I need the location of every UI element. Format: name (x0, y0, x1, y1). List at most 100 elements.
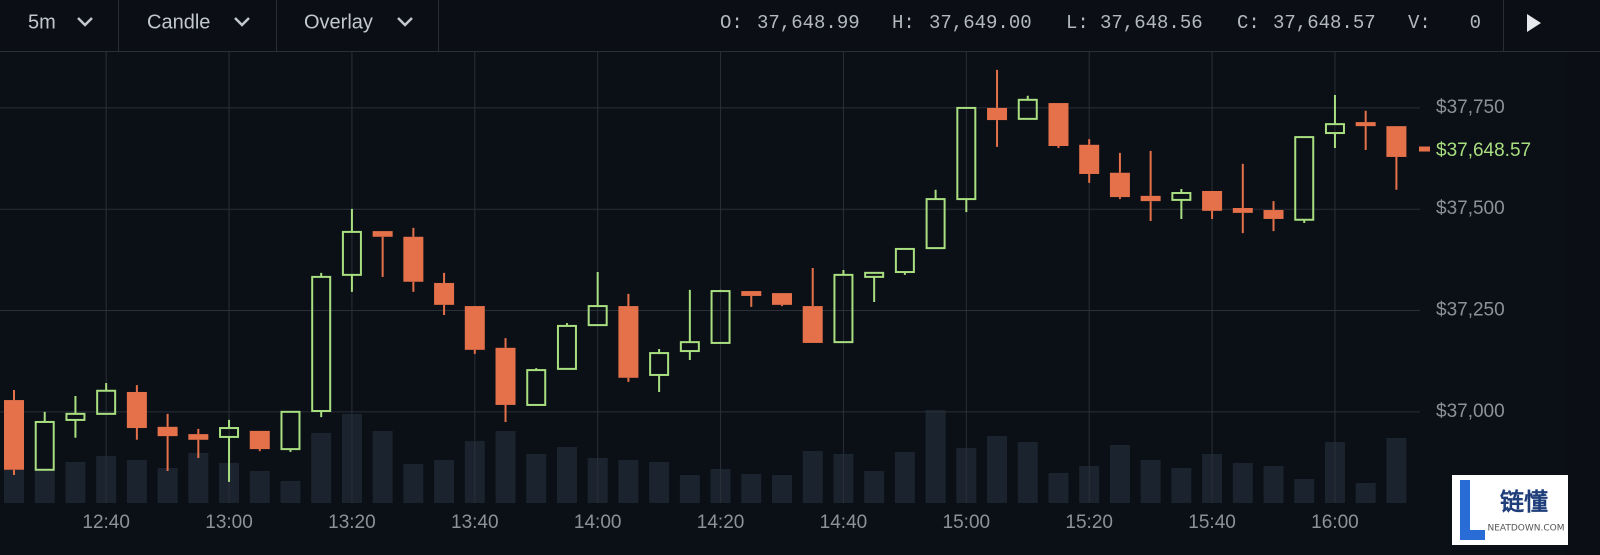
volume-bar (65, 462, 86, 503)
volume-bar (403, 464, 424, 503)
candle-body (1294, 136, 1315, 221)
last-price-marker (1419, 146, 1430, 152)
volume-bar (618, 460, 639, 503)
candle-body (864, 271, 885, 278)
candle-body (96, 389, 117, 415)
x-tick-label: 15:20 (1065, 512, 1113, 533)
ohlc-value: 37,648.57 (1273, 12, 1376, 34)
candle-body (649, 352, 670, 376)
candle-body (219, 427, 240, 438)
candle-body (1386, 126, 1407, 157)
volume-bar (4, 470, 24, 503)
candle-body (4, 400, 24, 470)
grid-layer (0, 52, 1420, 503)
volume-bar (372, 431, 393, 503)
play-button[interactable] (1527, 14, 1541, 32)
candle-body (833, 273, 854, 344)
candle-body (65, 412, 86, 421)
candle-body (925, 198, 946, 250)
volume-bar (864, 471, 885, 503)
chevron[interactable] (234, 17, 250, 27)
candle-body (434, 282, 455, 305)
volume-bar (802, 451, 823, 503)
x-tick-label: 15:40 (1188, 512, 1236, 533)
candle-body (587, 305, 608, 327)
watermark-subtitle: NEATDOWN.COM (1487, 524, 1564, 534)
volume-bar (894, 452, 915, 503)
overlay-button[interactable]: Overlay (304, 11, 413, 33)
candle-body (526, 369, 547, 406)
volume-bar (157, 468, 178, 503)
x-tick-label: 14:20 (697, 512, 745, 533)
y-tick-label: $37,500 (1436, 198, 1505, 219)
y-tick-label: $37,750 (1436, 97, 1505, 118)
candle-body (311, 275, 332, 413)
style-label[interactable]: Candle (147, 11, 210, 33)
volume-bar (434, 460, 455, 503)
ohlc-key: C: (1237, 12, 1260, 34)
candle-body (157, 426, 178, 437)
candle-body (741, 291, 762, 296)
chevron[interactable] (77, 17, 93, 27)
x-tick-label: 13:20 (328, 512, 376, 533)
y-tick-label: $37,000 (1436, 401, 1505, 422)
ohlc-value: 0 (1470, 12, 1481, 34)
volume-bar (1140, 460, 1161, 503)
toolbar (0, 0, 1600, 51)
candle-body (802, 306, 823, 343)
candle-body (987, 107, 1008, 121)
candle-body (34, 420, 55, 471)
ohlc-value: 37,648.56 (1100, 12, 1203, 34)
interval-label[interactable]: 5m (28, 11, 56, 33)
x-tick-label: 14:40 (820, 512, 868, 533)
overlay-label[interactable]: Overlay (304, 11, 373, 33)
candle-body (403, 236, 424, 282)
ohlc-key: O: (720, 12, 743, 34)
x-tick-label: 14:00 (574, 512, 622, 533)
x-tick-label: 13:00 (205, 512, 253, 533)
candle-body (1263, 210, 1284, 219)
x-tick-label: 13:40 (451, 512, 499, 533)
candle-body (341, 230, 362, 276)
ohlc-key: V: (1408, 12, 1431, 34)
candle-body (280, 410, 301, 451)
ohlc-value: 37,648.99 (757, 12, 860, 34)
ohlc-key: L: (1066, 12, 1089, 34)
volume-bar (1294, 479, 1315, 503)
volume-bar (249, 471, 270, 503)
candle-body (188, 434, 209, 440)
volume-bar (526, 454, 547, 503)
candle-body (249, 430, 270, 450)
watermark: 链懂 NEATDOWN.COM (1452, 475, 1568, 545)
volume-bar (1109, 445, 1130, 503)
volume-bar (1263, 466, 1284, 503)
candle-body (1079, 144, 1100, 174)
interval-button[interactable]: 5m (28, 11, 93, 33)
ohlc-key: H: (892, 12, 915, 34)
candle-body (1171, 192, 1192, 201)
candle-body (126, 391, 147, 429)
candle-body (894, 247, 915, 274)
volume-bar (495, 431, 516, 503)
x-tick-label: 12:40 (82, 512, 130, 533)
watermark-logo (1460, 480, 1485, 540)
volume-bar (556, 447, 577, 503)
candle-body (679, 341, 700, 353)
style-button[interactable]: Candle (147, 11, 250, 33)
candle-body (1324, 123, 1345, 135)
watermark-title: 链懂 (1500, 488, 1548, 516)
candle-body (372, 231, 393, 237)
candle-body (495, 347, 516, 405)
volume-layer (4, 410, 1407, 503)
x-tick-label: 16:00 (1311, 512, 1359, 533)
volume-bar (126, 460, 147, 503)
volume-bar (1386, 438, 1407, 503)
candle-body (710, 290, 731, 344)
candle-body (1355, 122, 1376, 127)
candle-body (1109, 172, 1130, 198)
candle-body (1017, 98, 1038, 120)
candle-body (464, 306, 485, 350)
chevron[interactable] (397, 17, 413, 27)
